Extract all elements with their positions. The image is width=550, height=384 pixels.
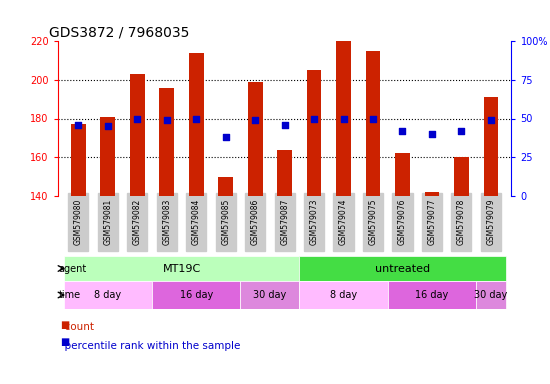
Point — [133, 116, 142, 122]
Bar — [130, 74, 145, 196]
Point — [221, 134, 230, 140]
Bar — [454, 157, 469, 196]
Text: 30 day: 30 day — [253, 290, 287, 300]
Text: untreated: untreated — [375, 263, 430, 273]
Bar — [189, 53, 204, 196]
Bar — [299, 281, 388, 309]
Text: ■: ■ — [60, 320, 70, 330]
Bar — [218, 177, 233, 196]
Bar — [307, 70, 321, 196]
Bar — [476, 281, 505, 309]
Text: 16 day: 16 day — [415, 290, 449, 300]
Text: count: count — [58, 322, 94, 332]
Bar — [277, 149, 292, 196]
Point — [103, 123, 112, 129]
Bar — [336, 41, 351, 196]
Bar — [71, 124, 86, 196]
Bar — [425, 192, 439, 196]
Bar — [64, 281, 152, 309]
Text: 16 day: 16 day — [180, 290, 213, 300]
Text: GDS3872 / 7968035: GDS3872 / 7968035 — [49, 26, 189, 40]
Bar — [64, 256, 299, 281]
Point — [310, 116, 318, 122]
Point — [486, 117, 495, 123]
Point — [427, 131, 436, 137]
Text: time: time — [58, 290, 80, 300]
Bar — [152, 281, 240, 309]
Point — [457, 128, 466, 134]
Bar — [366, 51, 381, 196]
Bar — [248, 82, 262, 196]
Bar — [299, 256, 505, 281]
Text: ■: ■ — [60, 337, 70, 347]
Point — [162, 117, 171, 123]
Text: agent: agent — [58, 263, 86, 273]
Point — [192, 116, 201, 122]
Point — [280, 122, 289, 128]
Point — [251, 117, 260, 123]
Bar — [101, 117, 115, 196]
Bar — [395, 153, 410, 196]
Point — [74, 122, 82, 128]
Point — [339, 116, 348, 122]
Bar — [160, 88, 174, 196]
Bar — [483, 97, 498, 196]
Bar — [240, 281, 299, 309]
Bar — [388, 281, 476, 309]
Point — [368, 116, 377, 122]
Point — [398, 128, 407, 134]
Text: 30 day: 30 day — [474, 290, 508, 300]
Text: 8 day: 8 day — [94, 290, 122, 300]
Text: 8 day: 8 day — [330, 290, 357, 300]
Text: MT19C: MT19C — [162, 263, 201, 273]
Text: percentile rank within the sample: percentile rank within the sample — [58, 341, 240, 351]
